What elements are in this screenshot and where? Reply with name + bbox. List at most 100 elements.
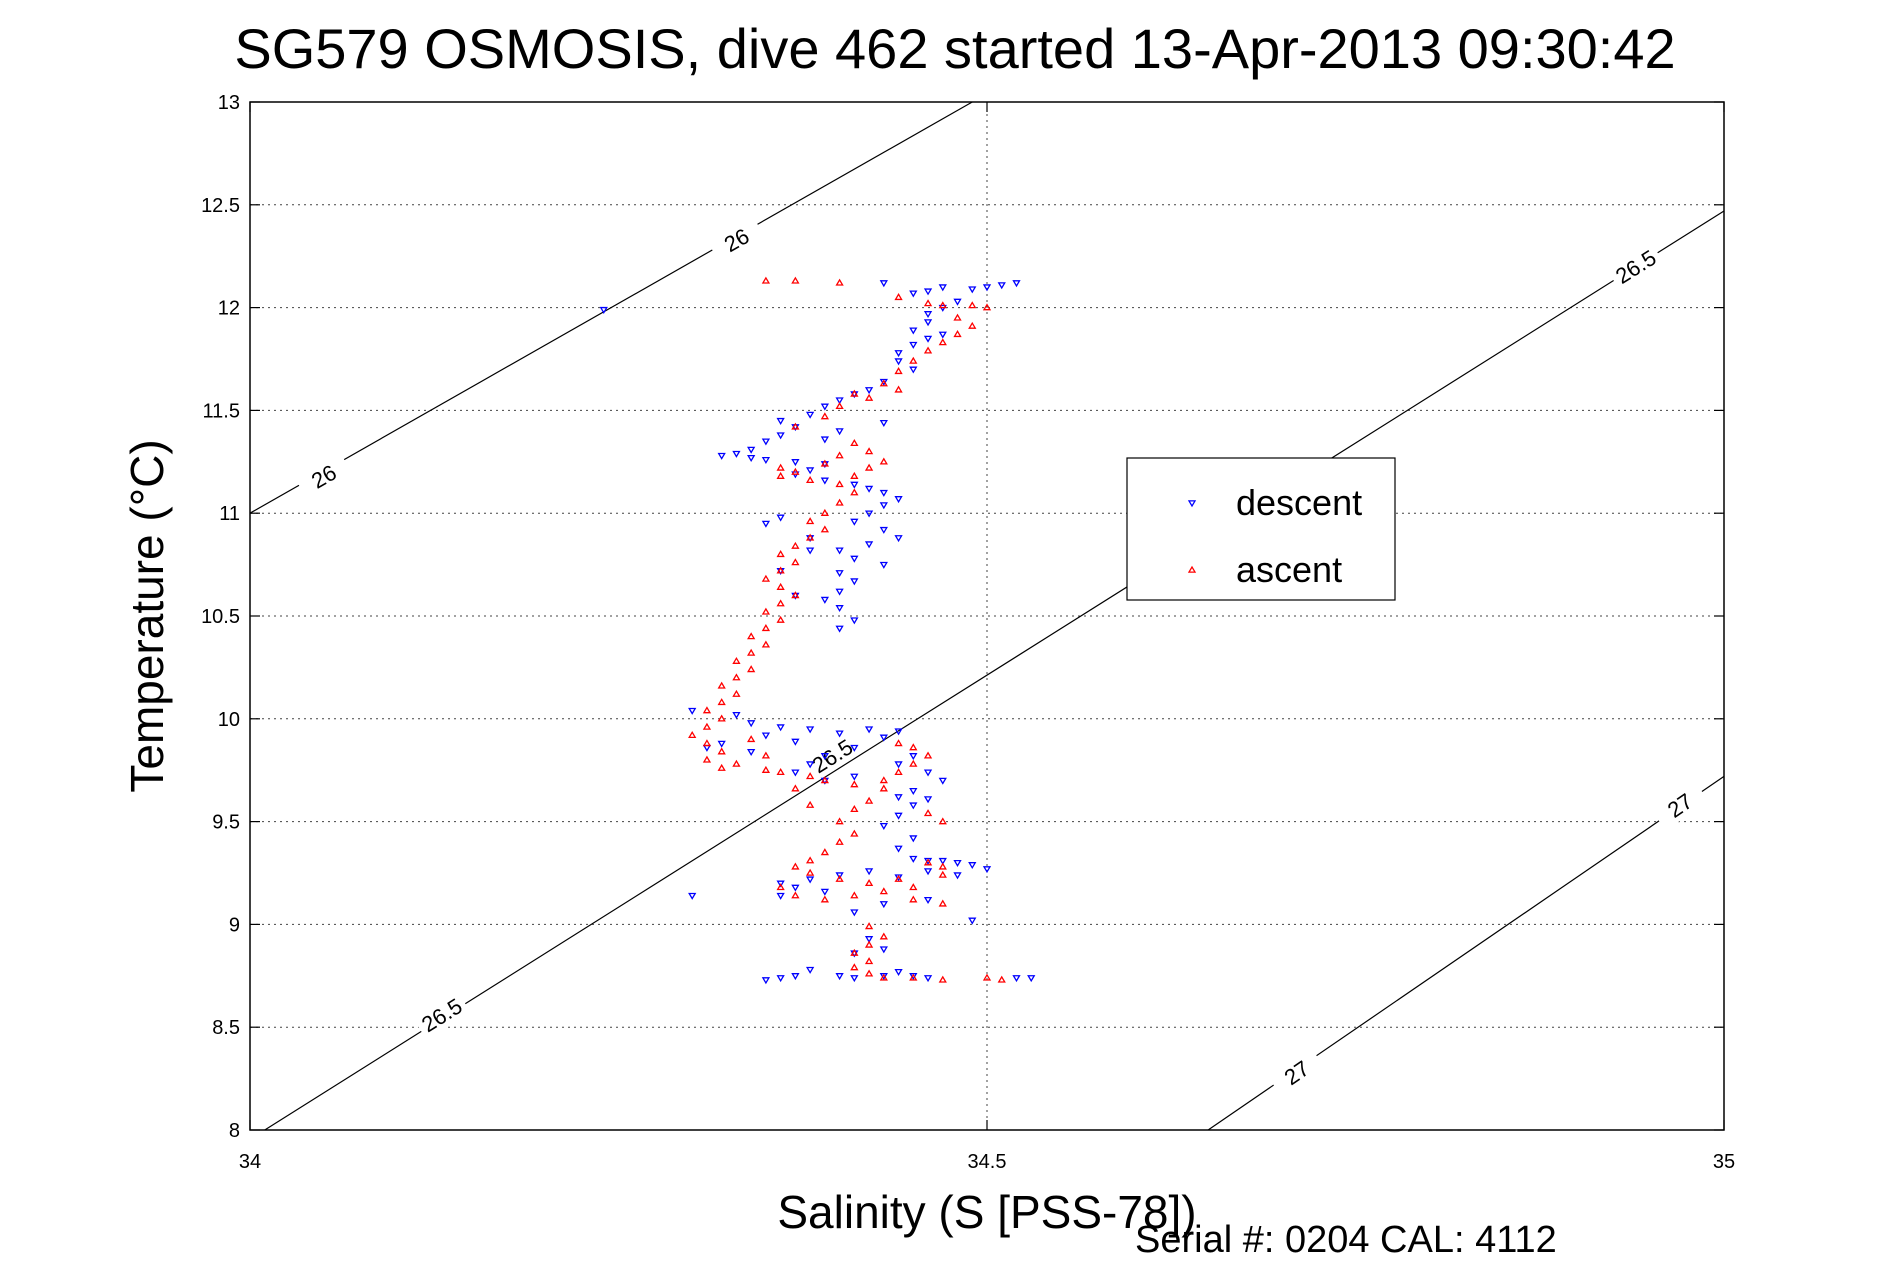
y-tick-label: 11.5 [203, 400, 240, 422]
descent-point [850, 555, 859, 563]
descent-point [923, 288, 933, 296]
y-axis-label: Temperature (°C) [121, 439, 173, 792]
descent-point [850, 909, 859, 917]
ascent-point [835, 480, 844, 488]
x-tick-label: 34.5 [968, 1151, 1007, 1173]
ascent-point [923, 858, 933, 866]
descent-point [850, 975, 859, 983]
descent-point [923, 796, 933, 804]
ascent-point [909, 759, 918, 767]
ascent-point [761, 765, 771, 773]
ascent-point [820, 508, 829, 516]
ascent-point [909, 743, 918, 751]
descent-point [850, 481, 859, 489]
ascent-point [702, 755, 712, 763]
ascent-point [850, 389, 859, 397]
ascent-point [791, 784, 800, 792]
descent-point [909, 788, 918, 796]
descent-point [894, 794, 903, 802]
descent-point [820, 436, 829, 444]
descent-point [761, 977, 771, 985]
ascent-point [938, 899, 947, 907]
descent-point [864, 485, 874, 493]
ascent-point [879, 457, 888, 465]
ascent-point [761, 751, 771, 759]
ascent-point [938, 870, 947, 878]
ascent-point [717, 681, 726, 689]
ascent-point [835, 402, 844, 410]
descent-point [982, 284, 992, 292]
descent-point [894, 845, 903, 853]
descent-point [850, 518, 859, 526]
descent-point [820, 888, 829, 896]
descent-point [776, 417, 785, 425]
descent-point [909, 341, 918, 349]
descent-point [747, 720, 756, 728]
ascent-legend-symbol [1187, 565, 1197, 573]
descent-point [938, 331, 947, 339]
ascent-point [864, 463, 874, 471]
descent-point [938, 857, 947, 865]
descent-point [835, 570, 844, 578]
y-tick-label: 10 [218, 709, 240, 731]
ascent-point [923, 751, 933, 759]
ascent-point [894, 385, 903, 393]
descent-point [879, 901, 888, 909]
descent-point [894, 535, 903, 543]
descent-point [776, 432, 785, 440]
descent-point [938, 284, 947, 292]
descent-point [879, 489, 888, 497]
legend-box [1126, 457, 1396, 601]
descent-point [820, 403, 829, 411]
ascent-point [791, 422, 800, 430]
ascent-point [776, 471, 785, 479]
descent-point [968, 862, 977, 870]
descent-point [820, 477, 829, 485]
ascent-point [879, 887, 888, 895]
axis-ticks: 8 8.5 9 9.5 10 10.5 11 11.5 12 12.5 13 34 34.5 35 [201, 92, 1735, 1173]
ascent-point [835, 874, 844, 882]
descent-point [968, 286, 977, 294]
y-tick-label: 9 [229, 914, 240, 936]
ascent-point [761, 574, 771, 582]
descent-point [835, 872, 844, 880]
ascent-point [776, 883, 785, 891]
ascent-point [717, 698, 726, 706]
descent-point [850, 773, 859, 781]
descent-point [805, 547, 815, 555]
ascent-point [864, 940, 874, 948]
descent-point [909, 835, 918, 843]
descent-point [835, 428, 844, 436]
ascent-point [879, 932, 888, 940]
descent-point [909, 327, 918, 335]
y-tick-label: 12 [218, 298, 240, 320]
ascent-point [864, 957, 874, 965]
ascent-point [805, 772, 815, 780]
ascent-point [761, 607, 771, 615]
descent-point [835, 547, 844, 555]
ascent-point [879, 776, 888, 784]
descent-point [879, 526, 888, 534]
ascent-point [776, 463, 785, 471]
descent-point [688, 707, 697, 715]
descent-point [835, 625, 844, 633]
descent-point [879, 419, 888, 428]
ascent-point [776, 582, 785, 590]
ascent-point [791, 467, 800, 475]
descent-point [923, 975, 933, 983]
descent-point [835, 730, 844, 738]
descent-point [997, 282, 1006, 290]
descent-point [909, 290, 918, 298]
descent-point [805, 467, 815, 475]
descent-point [894, 350, 903, 358]
y-tick-label: 11 [219, 503, 240, 525]
descent-point [923, 335, 933, 343]
descent-point [761, 456, 771, 465]
ascent-point [820, 848, 829, 856]
ascent-point [776, 599, 785, 607]
ascent-point [805, 868, 815, 876]
descent-point [805, 411, 815, 419]
ascent-point [761, 276, 771, 284]
ascent-point [761, 624, 771, 632]
ascent-point [864, 969, 874, 977]
